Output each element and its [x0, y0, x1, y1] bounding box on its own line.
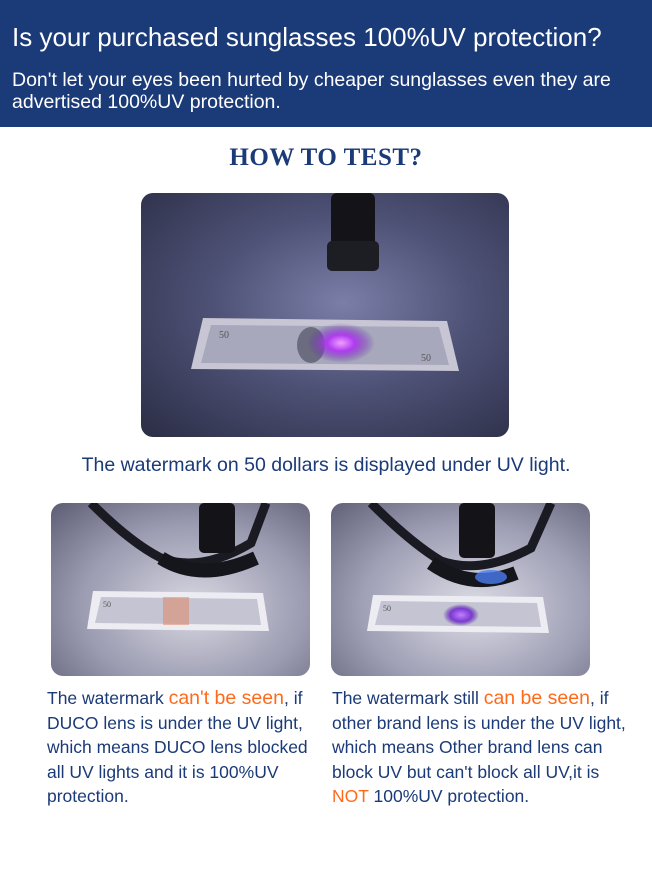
- right-photo-other-lens: 50: [331, 503, 590, 676]
- other-lens-illustration: 50: [367, 503, 556, 633]
- left-photo-duco-lens: 50: [51, 503, 310, 676]
- right-caption-body: if other brand lens is under the UV ligh…: [332, 688, 626, 782]
- header-banner: Is your purchased sunglasses 100%UV prot…: [0, 0, 652, 127]
- right-caption-end: 100%UV protection.: [373, 786, 530, 806]
- right-caption-post: ,: [589, 688, 595, 708]
- right-caption: The watermark still can be seen, if othe…: [332, 686, 632, 809]
- main-caption: The watermark on 50 dollars is displayed…: [81, 454, 571, 476]
- left-caption: The watermark can't be seen, if DUCO len…: [47, 686, 327, 809]
- how-to-test-heading: HOW TO TEST?: [229, 144, 423, 171]
- subheadline: Don't let your eyes been hurted by cheap…: [12, 69, 611, 113]
- right-caption-pre: The watermark still: [332, 688, 484, 708]
- left-caption-pre: The watermark: [47, 688, 169, 708]
- uv-bill-illustration: 50 50: [191, 193, 459, 371]
- top-photo-uv-bill: 50 50: [141, 193, 509, 437]
- right-caption-highlight: can be seen: [483, 687, 590, 709]
- svg-text:50: 50: [421, 353, 431, 364]
- svg-text:50: 50: [219, 330, 229, 341]
- svg-text:50: 50: [103, 600, 111, 609]
- left-caption-body: if DUCO lens is under the UV light, whic…: [47, 688, 308, 806]
- left-caption-highlight: can't be seen: [168, 687, 284, 709]
- right-caption-not: NOT: [332, 786, 369, 806]
- duco-lens-illustration: 50: [87, 503, 271, 631]
- svg-text:50: 50: [383, 604, 391, 613]
- headline: Is your purchased sunglasses 100%UV prot…: [12, 22, 602, 52]
- left-caption-post: ,: [283, 688, 289, 708]
